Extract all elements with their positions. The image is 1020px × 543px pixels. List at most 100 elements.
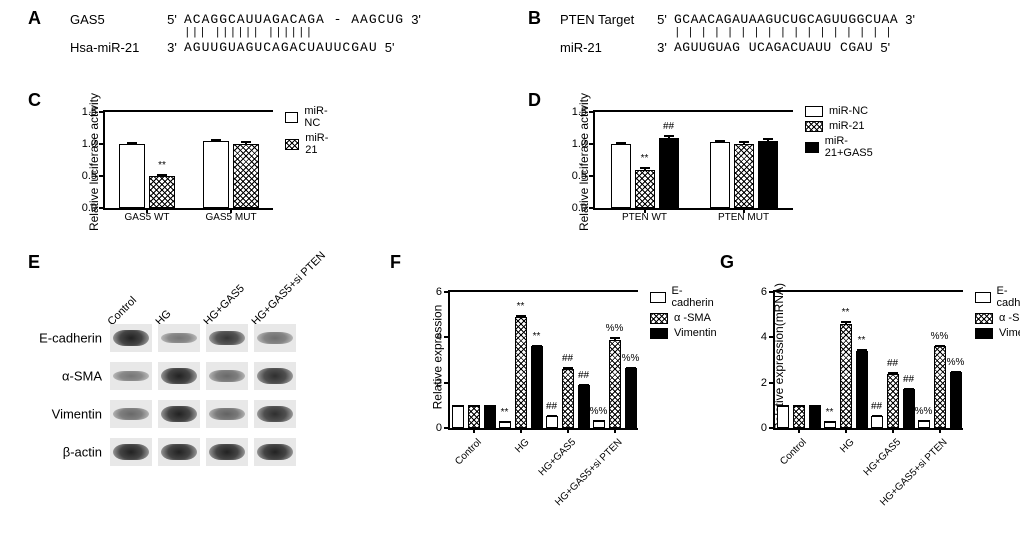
ytick-label: 1.0 xyxy=(82,138,105,150)
panel-c-label: C xyxy=(28,90,41,111)
chart-g-legend: E-cadherinα -SMAVimentin xyxy=(975,285,1020,342)
ytick-label: 4 xyxy=(436,331,450,343)
blot-band xyxy=(257,406,293,421)
legend-item: Vimentin xyxy=(975,327,1020,339)
bar xyxy=(233,144,259,208)
bar xyxy=(625,368,637,428)
seq-a-bot-name: Hsa-miR-21 xyxy=(70,40,160,55)
seq-b-top-seq: GCAACAGAUAAGUCUGCAGUUGGCUAA xyxy=(674,12,898,27)
significance-marker: ** xyxy=(501,407,509,418)
seq-b-top-name: PTEN Target xyxy=(560,12,650,27)
ytick-label: 4 xyxy=(761,331,775,343)
chart-d-legend: miR-NC miR-21 miR-21+GAS5 xyxy=(805,105,877,162)
significance-marker: ** xyxy=(641,153,649,164)
bar xyxy=(635,170,655,208)
chart-c-legend: miR-NC miR-21 xyxy=(285,105,332,159)
blot-band xyxy=(209,370,245,382)
blot-band xyxy=(113,444,149,460)
panel-b-sequences: PTEN Target 5' GCAACAGAUAAGUCUGCAGUUGGCU… xyxy=(560,10,922,56)
significance-marker: %% xyxy=(947,357,965,368)
ytick-label: 6 xyxy=(761,286,775,298)
legend-label: miR-NC xyxy=(304,105,332,129)
significance-marker: ** xyxy=(517,301,525,312)
ytick-label: 0 xyxy=(436,422,450,434)
blot-row-label: E-cadherin xyxy=(39,331,110,346)
seq-b-bot-3prime: 5' xyxy=(873,40,897,55)
legend-item: E-cadherin xyxy=(650,285,717,309)
blot-band xyxy=(257,444,293,460)
xtick-label: HG xyxy=(835,434,856,455)
panel-b-label: B xyxy=(528,8,541,29)
panel-g-chart: Relative expression(mRNA) 0246ControlHG*… xyxy=(745,280,975,520)
blot-band xyxy=(257,368,293,383)
xtick-label: HG+GAS5 xyxy=(534,434,578,478)
bar xyxy=(934,346,946,428)
legend-item: miR-NC xyxy=(805,105,877,117)
blot-band xyxy=(161,333,197,344)
bar xyxy=(777,405,789,428)
seq-b-bot-name: miR-21 xyxy=(560,40,650,55)
seq-b-bonds: | | | | | | | | | | | | | | | | | xyxy=(674,28,892,38)
legend-label: miR-21+GAS5 xyxy=(825,135,877,159)
significance-marker: ## xyxy=(578,370,589,381)
xtick-label: Control xyxy=(451,434,484,467)
bar xyxy=(611,144,631,208)
legend-item: α -SMA xyxy=(650,312,717,324)
ytick-label: 6 xyxy=(436,286,450,298)
bar xyxy=(609,340,621,428)
bar xyxy=(840,324,852,428)
bar xyxy=(809,405,821,428)
ytick-label: 0.5 xyxy=(82,170,105,182)
bar xyxy=(546,416,558,428)
chart-f-ytitle: Relative expression xyxy=(430,305,444,410)
ytick-label: 1.5 xyxy=(572,106,595,118)
xtick-label: Control xyxy=(776,434,809,467)
significance-marker: ## xyxy=(871,401,882,412)
legend-label: miR-21 xyxy=(305,132,332,156)
ytick-label: 0 xyxy=(761,422,775,434)
legend-item: miR-21+GAS5 xyxy=(805,135,877,159)
bar xyxy=(903,389,915,428)
bar xyxy=(578,385,590,428)
seq-a-bot-5prime: 3' xyxy=(160,40,184,55)
bar xyxy=(856,351,868,428)
xtick-label: HG xyxy=(510,434,531,455)
significance-marker: ## xyxy=(546,401,557,412)
blot-row-label: Vimentin xyxy=(52,407,110,422)
ytick-label: 2 xyxy=(761,377,775,389)
xtick-label: HG+GAS5 xyxy=(859,434,903,478)
significance-marker: %% xyxy=(915,406,933,417)
seq-b-bot-seq: AGUUGUAG UCAGACUAUU CGAU xyxy=(674,40,873,55)
legend-label: miR-NC xyxy=(829,105,868,117)
blot-band xyxy=(161,444,197,460)
bar xyxy=(149,176,175,208)
panel-f-chart: Relative expression 0246ControlHG******H… xyxy=(420,280,650,520)
legend-label: miR-21 xyxy=(829,120,864,132)
seq-a-bot-3prime: 5' xyxy=(378,40,402,55)
panel-e-label: E xyxy=(28,252,40,273)
significance-marker: ** xyxy=(858,335,866,346)
significance-marker: %% xyxy=(931,331,949,342)
panel-a-sequences: GAS5 5' ACAGGCAUUAGACAGA - AAGCUG 3' |||… xyxy=(70,10,428,56)
lane-label: Control xyxy=(106,294,140,328)
seq-b-top-3prime: 3' xyxy=(898,12,922,27)
blot-band xyxy=(257,332,293,343)
legend-item: Vimentin xyxy=(650,327,717,339)
legend-label: Vimentin xyxy=(674,327,717,339)
blot-band xyxy=(161,406,197,422)
seq-a-top-3prime: 3' xyxy=(404,12,428,27)
bar xyxy=(119,144,145,208)
bar xyxy=(499,421,511,428)
significance-marker: ## xyxy=(903,374,914,385)
ytick-label: 0.0 xyxy=(82,202,105,214)
panel-a-label: A xyxy=(28,8,41,29)
ytick-label: 0.5 xyxy=(572,170,595,182)
blot-row-label: β-actin xyxy=(63,445,110,460)
blot-band xyxy=(209,444,245,460)
legend-item: miR-NC xyxy=(285,105,332,129)
seq-a-top-seq: ACAGGCAUUAGACAGA - AAGCUG xyxy=(184,12,404,27)
seq-a-top-5prime: 5' xyxy=(160,12,184,27)
legend-item: α -SMA xyxy=(975,312,1020,324)
bar xyxy=(484,405,496,428)
legend-item: miR-21 xyxy=(805,120,877,132)
